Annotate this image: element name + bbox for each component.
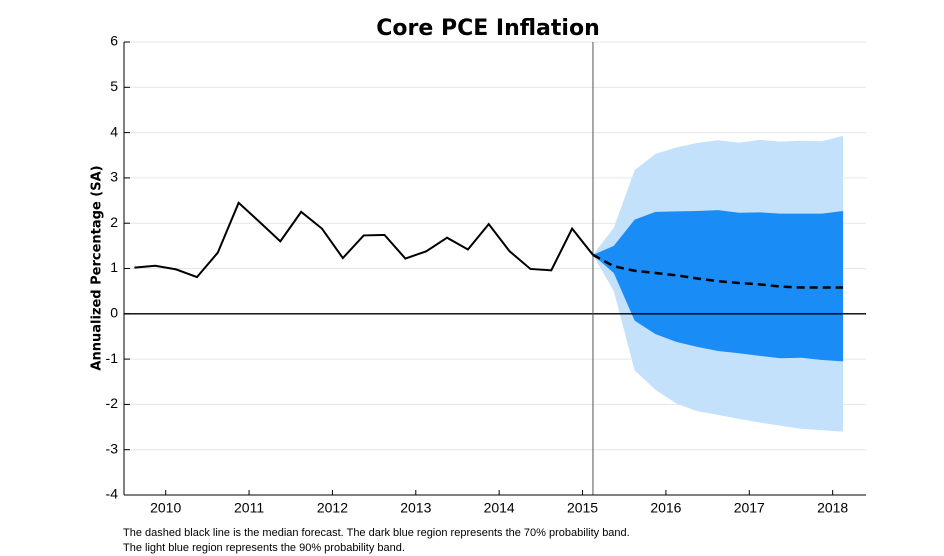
- y-tick-label: -3: [106, 440, 119, 456]
- x-tick-label: 2010: [150, 500, 181, 516]
- x-tick-label: 2017: [734, 500, 765, 516]
- x-tick-label: 2018: [817, 500, 848, 516]
- x-tick-label: 2013: [400, 500, 431, 516]
- x-tick-label: 2016: [650, 500, 681, 516]
- x-tick-label: 2014: [484, 500, 515, 516]
- chart-title: Core PCE Inflation: [376, 16, 599, 41]
- y-tick-label: -4: [106, 486, 119, 502]
- y-tick-label: 1: [110, 259, 118, 275]
- x-tick-label: 2012: [317, 500, 348, 516]
- note: The light blue region represents the 90%…: [123, 542, 405, 554]
- y-tick-label: 2: [110, 214, 118, 230]
- y-axis-label: Annualized Percentage (SA): [90, 165, 105, 370]
- line: [592, 253, 844, 289]
- x-tick-label: 2011: [234, 500, 264, 516]
- y-tick-label: 4: [110, 123, 118, 139]
- y-tick-label: 0: [110, 305, 118, 321]
- y-tick-label: -1: [106, 350, 119, 366]
- y-tick-label: 6: [110, 33, 118, 49]
- y-tick-label: 3: [110, 169, 118, 185]
- note: The dashed black line is the median fore…: [123, 527, 630, 539]
- y-tick-label: 5: [110, 78, 118, 94]
- y-tick-label: -2: [106, 395, 119, 411]
- probability-band: [592, 210, 844, 362]
- line: [134, 201, 594, 279]
- x-tick-label: 2015: [567, 500, 598, 516]
